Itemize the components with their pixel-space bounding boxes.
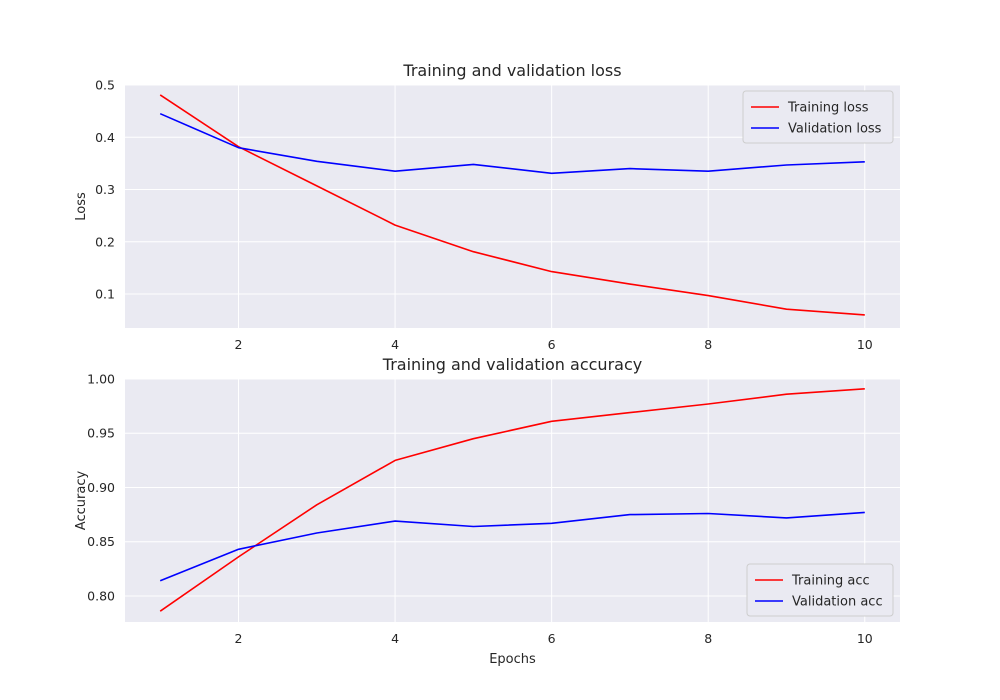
x-tick-label: 6: [548, 337, 556, 352]
x-tick-label: 2: [235, 631, 243, 646]
legend-box: [742, 90, 894, 144]
x-tick-label: 2: [235, 337, 243, 352]
x-tick-label: 10: [857, 631, 873, 646]
x-tick-label: 10: [857, 337, 873, 352]
chart-title: Training and validation accuracy: [382, 355, 642, 374]
x-axis-label: Epochs: [489, 652, 536, 667]
y-tick-label: 0.2: [95, 234, 115, 249]
legend-label: Validation loss: [788, 122, 882, 137]
legend-box: [746, 563, 894, 617]
x-tick-label: 6: [548, 631, 556, 646]
subplot-2: 2 4 6 8 10 0.80 0.85 0.90 0.95 1.00 Training and v…: [74, 355, 900, 667]
series-line-2: [159, 112, 865, 175]
x-tick-label: 8: [704, 337, 712, 352]
y-tick-label: 1.00: [87, 372, 115, 387]
subplot-1: 2 4 6 8 10 0.1 0.2 0.3 0.4 0.5 Training and valida…: [74, 61, 900, 352]
series-line-1: [159, 388, 865, 612]
x-tick-label: 4: [391, 337, 399, 352]
legend-label: Validation acc: [792, 595, 883, 610]
legend-label: Training loss: [787, 101, 869, 116]
y-axis-label: Accuracy: [74, 471, 89, 531]
y-tick-label: 0.5: [95, 78, 115, 93]
y-tick-label: 0.1: [95, 287, 115, 302]
series-line-1: [159, 94, 865, 316]
x-tick-label: 4: [391, 631, 399, 646]
legend-label: Training acc: [791, 574, 870, 589]
y-tick-label: 0.85: [87, 534, 115, 549]
legend: Training loss Validation loss: [742, 90, 894, 144]
series-line-2: [159, 511, 865, 582]
y-tick-label: 0.90: [87, 480, 115, 495]
x-tick-label: 8: [704, 631, 712, 646]
y-axis-label: Loss: [74, 192, 89, 221]
y-tick-label: 0.4: [95, 130, 115, 145]
y-tick-label: 0.3: [95, 182, 115, 197]
legend: Training acc Validation acc: [746, 563, 894, 617]
y-tick-label: 0.95: [87, 426, 115, 441]
y-tick-label: 0.80: [87, 588, 115, 603]
chart-title: Training and validation loss: [402, 61, 621, 80]
